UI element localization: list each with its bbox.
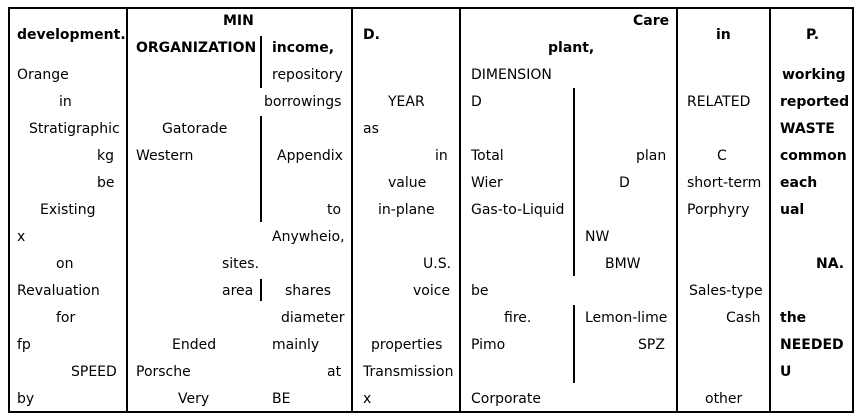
cell: Cash [726,310,761,326]
cell: Ended [172,337,217,353]
column-divider [126,7,128,411]
cell: Gatorade [162,121,228,137]
cell: diameter [281,310,345,326]
cell: fire. [504,310,532,326]
cell: voice [413,283,451,299]
cell: value [388,175,427,191]
cell: for [56,310,76,326]
cell: RELATED [687,94,751,110]
header-cell: MIN [223,13,254,29]
cell: SPZ [638,337,665,353]
cell: Wier [471,175,503,191]
cell: kg [97,148,114,164]
cell: NEEDED [780,337,844,353]
cell: be [97,175,115,191]
cell: borrowings [264,94,342,110]
header-cell: income, [272,40,335,56]
header-cell: D. [363,27,380,43]
cell: BE [272,391,291,407]
cell: BMW [605,256,641,272]
column-divider [769,7,771,411]
cell: reported [780,94,850,110]
cell: by [17,391,35,407]
cell: Corporate [471,391,541,407]
cell: shares [285,283,332,299]
cell: other [705,391,743,407]
cell: Appendix [277,148,343,164]
cell: Anywheio, [272,229,345,245]
header-cell: ORGANIZATION [136,40,257,56]
cell: x [17,229,26,245]
cell: Pimo [471,337,506,353]
inner-divider [260,116,262,222]
cell: Porsche [136,364,191,380]
header-cell: development. [17,27,126,43]
cell: area [222,283,254,299]
cell: at [327,364,342,380]
cell: DIMENSION [471,67,552,83]
header-cell: plant, [548,40,595,56]
cell: on [56,256,74,272]
cell: as [363,121,379,137]
cell: Revaluation [17,283,100,299]
cell: SPEED [71,364,117,380]
inner-divider [573,88,575,276]
inner-divider [260,36,262,88]
cell: NW [585,229,610,245]
header-cell: P. [806,27,820,43]
header-cell: Care [633,13,670,29]
cell: YEAR [388,94,425,110]
cell: each [780,175,818,191]
cell: Very [178,391,210,407]
cell: short-term [687,175,762,191]
cell: plan [636,148,667,164]
cell: sites. [222,256,260,272]
cell: mainly [272,337,320,353]
cell: D [619,175,630,191]
cell: Stratigraphic [29,121,120,137]
cell: properties [371,337,443,353]
cell: Sales-type [689,283,763,299]
cell: D [471,94,482,110]
cell: Total [471,148,504,164]
cell: repository [272,67,343,83]
cell: the [780,310,807,326]
inner-divider [573,305,575,383]
cell: to [327,202,342,218]
cell: U [780,364,792,380]
cell: Porphyry [687,202,750,218]
cell: Lemon-lime [585,310,668,326]
cell: working [782,67,846,83]
cell: in-plane [378,202,435,218]
cell: C [717,148,727,164]
cell: NA. [816,256,845,272]
column-divider [351,7,353,411]
cell: ual [780,202,805,218]
cell: Transmission [363,364,454,380]
cell: WASTE [780,121,835,137]
cell: U.S. [423,256,452,272]
cell: common [780,148,847,164]
cell: Orange [17,67,69,83]
cell: in [435,148,448,164]
cell: in [59,94,72,110]
table-frame [8,7,854,413]
column-divider [459,7,461,411]
cell: x [363,391,372,407]
inner-divider [260,279,262,301]
cell: Existing [40,202,96,218]
cell: Western [136,148,194,164]
cell: be [471,283,489,299]
header-cell: in [716,27,731,43]
cell: Gas-to-Liquid [471,202,565,218]
column-divider [676,7,678,411]
cell: fp [17,337,31,353]
